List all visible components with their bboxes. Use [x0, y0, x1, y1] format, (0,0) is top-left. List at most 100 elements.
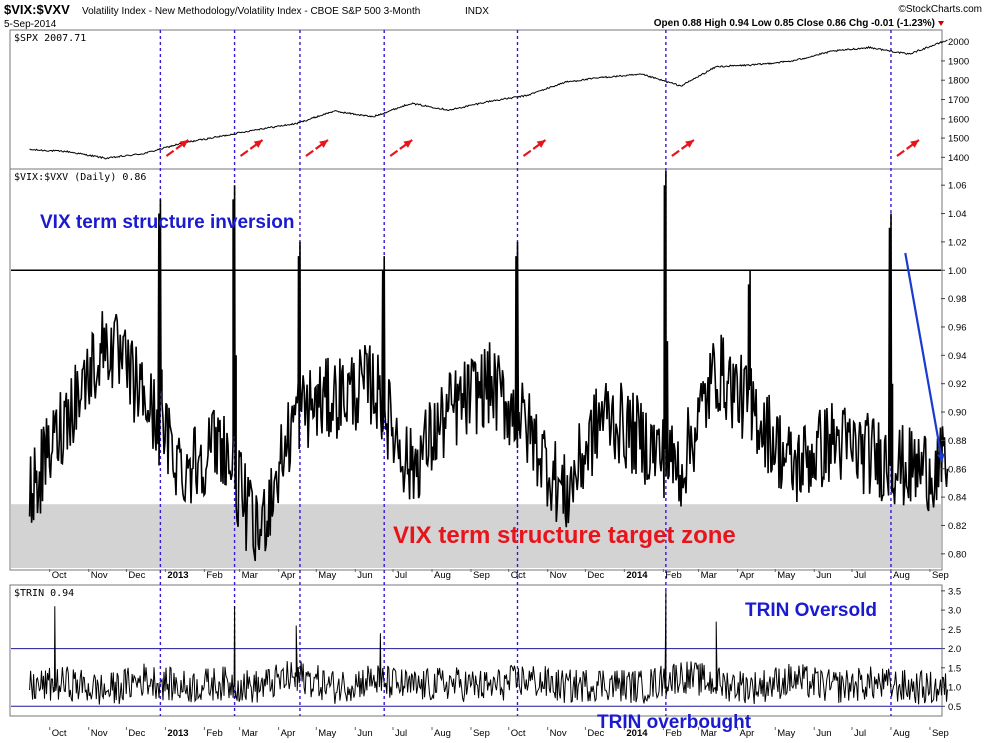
red-uptrend-arrow-head — [536, 140, 546, 148]
month-label-lower: Mar — [701, 728, 717, 739]
month-label-lower: Oct — [511, 728, 526, 739]
red-uptrend-arrow-shaft — [239, 139, 264, 157]
y-tick-label: 1400 — [948, 153, 969, 164]
month-label-lower: Mar — [242, 728, 258, 739]
y-tick-label: 1600 — [948, 114, 969, 125]
spx-panel-label: $SPX 2007.71 — [14, 33, 86, 44]
month-label-upper: May — [318, 570, 336, 581]
month-label-lower: 2014 — [626, 728, 648, 739]
y-tick-label: 0.96 — [948, 322, 967, 333]
red-uptrend-arrow-head — [319, 140, 328, 148]
annotation-trin-overbought: TRIN overbought — [597, 712, 752, 733]
chart-symbol: $VIX:$VXV — [4, 2, 70, 17]
y-tick-label: 2000 — [948, 37, 969, 48]
red-uptrend-arrow-head — [685, 140, 694, 148]
red-uptrend-arrow-shaft — [165, 139, 190, 157]
month-label-upper: Sep — [932, 570, 949, 581]
month-label-upper: Feb — [665, 570, 681, 581]
month-label-lower: Sep — [932, 728, 949, 739]
ohlc-readout: Open 0.88 High 0.94 Low 0.85 Close 0.86 … — [654, 18, 935, 29]
month-label-lower: Nov — [550, 728, 567, 739]
month-label-lower: May — [318, 728, 336, 739]
month-layer: Oct Nov Dec 2013 Feb Mar Apr May Jun Jul Aug Sep Oct… — [49, 569, 949, 739]
month-label-upper: 2013 — [167, 570, 188, 581]
month-label-upper: Mar — [701, 570, 717, 581]
y-tick-label: 0.5 — [948, 702, 961, 713]
y-tick-label: 2.5 — [948, 625, 961, 636]
red-uptrend-arrow-head — [910, 140, 919, 148]
month-label-lower: Aug — [893, 728, 910, 739]
month-label-lower: Oct — [52, 728, 67, 739]
month-label-lower: May — [777, 728, 795, 739]
month-label-upper: 2014 — [626, 570, 648, 581]
y-tick-label: 1.02 — [948, 237, 967, 248]
month-label-lower: Jun — [816, 728, 831, 739]
red-uptrend-arrow-shaft — [671, 139, 695, 157]
month-label-upper: Dec — [587, 570, 604, 581]
chg-down-marker — [938, 21, 944, 26]
month-label-lower: Apr — [740, 728, 755, 739]
red-uptrend-arrow-head — [253, 140, 263, 148]
month-label-lower: Jul — [854, 728, 866, 739]
reference-lines — [11, 269, 941, 707]
month-label-upper: Sep — [473, 570, 490, 581]
vix-panel-label: $VIX:$VXV (Daily) 0.86 — [14, 172, 146, 183]
annotation-trin-oversold: TRIN Oversold — [745, 600, 877, 621]
month-label-upper: Jul — [854, 570, 866, 581]
annotation-inversion: VIX term structure inversion — [40, 212, 294, 233]
chart-description: Volatility Index - New Methodology/Volat… — [82, 6, 420, 17]
red-uptrend-arrow-shaft — [389, 139, 413, 157]
y-tick-label: 0.82 — [948, 521, 967, 532]
trin-panel-label: $TRIN 0.94 — [14, 588, 74, 599]
target-zone-band — [11, 504, 941, 568]
spx-panel-frame — [9, 29, 943, 170]
month-label-upper: Oct — [511, 570, 526, 581]
y-tick-label: 1.00 — [948, 266, 967, 277]
month-label-upper: May — [777, 570, 795, 581]
month-label-upper: Aug — [434, 570, 451, 581]
y-tick-label: 2.0 — [948, 644, 961, 655]
chart-date: 5-Sep-2014 — [4, 19, 57, 30]
month-label-lower: Aug — [434, 728, 451, 739]
month-label-upper: Feb — [206, 570, 222, 581]
y-tick-label: 3.0 — [948, 606, 961, 617]
y-tick-label: 1.5 — [948, 663, 961, 674]
y-tick-label: 1500 — [948, 134, 969, 145]
month-label-lower: Dec — [128, 728, 145, 739]
spx-line-layer — [29, 39, 948, 160]
month-label-upper: Jun — [816, 570, 831, 581]
y-tick-label: 0.90 — [948, 408, 967, 419]
y-tick-label: 1800 — [948, 76, 969, 87]
month-label-lower: Feb — [206, 728, 222, 739]
trin-panel-frame — [9, 584, 943, 717]
month-label-upper: Nov — [550, 570, 567, 581]
month-label-upper: Oct — [52, 570, 67, 581]
red-uptrend-arrow-head — [403, 140, 413, 148]
y-tick-label: 0.98 — [948, 294, 967, 305]
y-tick-label: 1900 — [948, 56, 969, 67]
month-label-lower: Dec — [587, 728, 604, 739]
trin-line-layer — [29, 590, 948, 705]
vix-vxv-series-line — [28, 170, 949, 562]
y-tick-label: 0.84 — [948, 493, 967, 504]
month-label-lower: 2013 — [167, 728, 188, 739]
y-tick-label: 0.80 — [948, 549, 967, 560]
spx-series-line — [29, 39, 948, 160]
month-label-upper: Nov — [91, 570, 108, 581]
month-label-lower: Nov — [91, 728, 108, 739]
watermark: ©StockCharts.com — [898, 4, 982, 15]
month-label-upper: Dec — [128, 570, 145, 581]
month-label-lower: Jul — [395, 728, 407, 739]
blue-decline-arrow-head — [937, 453, 945, 462]
arrow-layer — [165, 139, 945, 463]
red-uptrend-arrow-head — [179, 140, 189, 148]
y-tick-label: 1700 — [948, 95, 969, 106]
chart-exchange: INDX — [465, 6, 489, 17]
y-tick-label: 1.0 — [948, 683, 961, 694]
y-tick-label: 0.94 — [948, 351, 967, 362]
month-label-lower: Feb — [665, 728, 681, 739]
vix-vxv-line-layer — [28, 170, 949, 562]
blue-decline-arrow-shaft — [904, 252, 944, 463]
month-label-upper: Mar — [242, 570, 258, 581]
